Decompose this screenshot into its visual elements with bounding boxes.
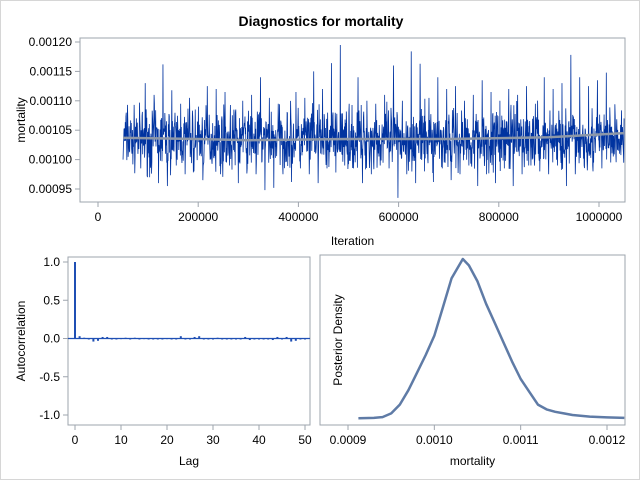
acf-bar bbox=[276, 336, 279, 339]
acf-bar bbox=[189, 338, 191, 340]
x-tick-label: 400000 bbox=[278, 210, 318, 224]
acf-bar bbox=[294, 338, 297, 341]
x-tick-label: 0.0011 bbox=[503, 433, 539, 447]
acf-bar bbox=[248, 338, 251, 341]
x-axis-label: Iteration bbox=[331, 234, 374, 248]
acf-bar bbox=[267, 338, 270, 340]
acf-bar bbox=[285, 336, 288, 339]
acf-bar bbox=[175, 338, 178, 340]
acf-bar bbox=[290, 338, 293, 342]
acf-bar bbox=[92, 338, 95, 342]
x-tick-label: 20 bbox=[160, 433, 174, 447]
x-axis-label: mortality bbox=[450, 454, 495, 468]
acf-bar bbox=[235, 338, 237, 340]
y-axis-label: Posterior Density bbox=[331, 294, 345, 385]
acf-bar bbox=[281, 338, 283, 340]
acf-bar bbox=[239, 338, 242, 340]
acf-bar bbox=[161, 338, 164, 340]
y-tick-label: -0.5 bbox=[39, 370, 60, 384]
x-tick-label: 0 bbox=[72, 433, 79, 447]
y-tick-label: 0.0 bbox=[43, 332, 60, 346]
y-tick-label: 0.00105 bbox=[29, 123, 73, 137]
acf-bar bbox=[74, 262, 76, 339]
plot-frame bbox=[319, 254, 626, 426]
acf-bar bbox=[110, 338, 113, 340]
y-axis-label: Autocorrelation bbox=[14, 301, 28, 382]
acf-bar bbox=[253, 338, 256, 340]
acf-bar bbox=[216, 337, 219, 339]
density-panel: 0.0009 0.0010 0.0011 0.0012 mortality Posteri… bbox=[319, 254, 626, 468]
smoothed-mean-line bbox=[123, 131, 625, 142]
acf-bar bbox=[129, 338, 132, 340]
x-tick-label: 1000000 bbox=[576, 210, 623, 224]
acf-bar bbox=[179, 336, 182, 339]
acf-bar bbox=[225, 338, 228, 340]
acf-bar bbox=[152, 338, 155, 340]
density-curve bbox=[358, 257, 625, 420]
y-tick-label: 0.00100 bbox=[29, 153, 73, 167]
x-tick-label: 30 bbox=[206, 433, 220, 447]
acf-bar bbox=[166, 338, 168, 340]
trace-line bbox=[122, 44, 625, 198]
x-tick-label: 800000 bbox=[479, 210, 519, 224]
plot-frame bbox=[67, 256, 311, 426]
acf-bar bbox=[230, 338, 233, 340]
trace-panel: 0 200000 400000 600000 800000 1000000 0.00095 0… bbox=[14, 35, 626, 248]
y-tick-label: 0.00120 bbox=[29, 35, 73, 49]
acf-bar bbox=[244, 336, 247, 339]
acf-bar bbox=[133, 337, 136, 339]
y-tick-label: 0.5 bbox=[43, 293, 60, 307]
acf-bar bbox=[143, 338, 145, 340]
autocorrelation-panel: 0 10 20 30 40 50 -1.0 -0.5 0.0 0.5 1.0 Lag Autocorre… bbox=[14, 255, 312, 468]
x-tick-label: 600000 bbox=[379, 210, 419, 224]
acf-bar bbox=[115, 338, 118, 340]
x-tick-label: 10 bbox=[114, 433, 128, 447]
x-tick-label: 200000 bbox=[178, 210, 218, 224]
x-tick-label: 0 bbox=[95, 210, 102, 224]
y-tick-label: 0.00110 bbox=[30, 94, 73, 108]
y-tick-label: -1.0 bbox=[39, 408, 60, 422]
acf-bar bbox=[202, 338, 205, 340]
acf-bar bbox=[193, 336, 196, 339]
acf-bar bbox=[124, 337, 127, 339]
acf-bar bbox=[262, 338, 265, 340]
y-tick-label: 0.00115 bbox=[30, 64, 73, 78]
acf-bar bbox=[106, 336, 109, 339]
figure-title: Diagnostics for mortality bbox=[239, 13, 404, 29]
acf-bar bbox=[184, 338, 187, 340]
acf-bar bbox=[147, 338, 150, 340]
acf-bar bbox=[138, 338, 141, 340]
acf-bar bbox=[156, 338, 159, 340]
y-tick-label: 0.00095 bbox=[29, 182, 73, 196]
y-axis-label: mortality bbox=[14, 97, 28, 142]
x-tick-label: 0.0010 bbox=[416, 433, 453, 447]
acf-bar bbox=[212, 338, 214, 340]
acf-bar bbox=[101, 336, 104, 339]
acf-bar bbox=[120, 338, 122, 340]
x-tick-label: 0.0009 bbox=[330, 433, 367, 447]
acf-bar bbox=[78, 336, 81, 339]
acf-bar bbox=[304, 338, 306, 340]
x-tick-label: 50 bbox=[298, 433, 312, 447]
acf-bar bbox=[299, 338, 302, 340]
plot-frame bbox=[79, 37, 626, 203]
x-axis-label: Lag bbox=[179, 454, 199, 468]
acf-bar bbox=[271, 338, 274, 341]
acf-bar bbox=[198, 336, 201, 339]
acf-bar bbox=[258, 338, 260, 340]
acf-bar bbox=[83, 337, 86, 339]
acf-bar bbox=[87, 338, 90, 340]
x-tick-label: 0.0012 bbox=[589, 433, 626, 447]
acf-bar bbox=[207, 338, 210, 340]
acf-bar bbox=[170, 338, 173, 340]
x-tick-label: 40 bbox=[252, 433, 266, 447]
acf-bar bbox=[221, 338, 224, 340]
acf-bar bbox=[97, 338, 99, 341]
y-tick-label: 1.0 bbox=[43, 255, 60, 269]
